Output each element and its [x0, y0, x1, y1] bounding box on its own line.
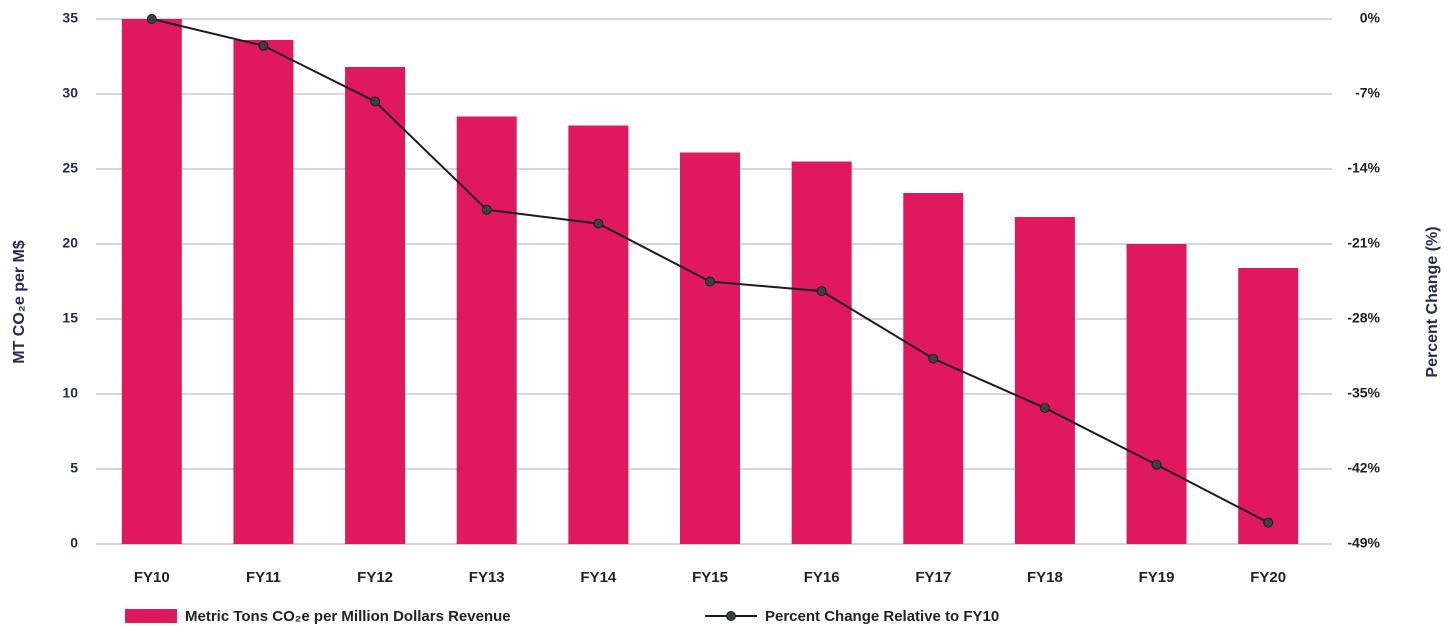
- legend-swatch-marker: [726, 611, 736, 621]
- y-tick-label: 30: [62, 85, 78, 101]
- y2-tick-label: -28%: [1347, 310, 1380, 326]
- x-tick-label: FY15: [692, 569, 728, 586]
- y-tick-label: 15: [62, 310, 78, 326]
- y2-axis-label: Percent Change (%): [1424, 226, 1441, 377]
- x-tick-label: FY10: [134, 569, 170, 586]
- bar: [791, 161, 852, 544]
- line-marker: [146, 14, 157, 24]
- y2-tick-label: -21%: [1347, 235, 1380, 251]
- line-marker: [1263, 517, 1274, 528]
- x-tick-label: FY11: [246, 569, 281, 586]
- y-tick-label: 10: [62, 385, 78, 401]
- line-marker: [705, 276, 715, 287]
- bar: [680, 152, 740, 544]
- legend-label: Metric Tons CO₂e per Million Dollars Rev…: [185, 608, 511, 625]
- x-tick-label: FY14: [580, 569, 617, 586]
- y-tick-label: 5: [70, 460, 78, 476]
- x-tick-label: FY16: [804, 569, 840, 586]
- legend-label: Percent Change Relative to FY10: [765, 608, 999, 625]
- line-marker: [593, 218, 604, 229]
- y2-tick-label: -42%: [1347, 460, 1380, 476]
- bar: [1014, 217, 1075, 544]
- bar: [121, 19, 182, 544]
- line-marker: [481, 204, 492, 215]
- y2-tick-label: -14%: [1347, 160, 1380, 176]
- line-marker: [816, 286, 827, 297]
- y2-tick-label: 0%: [1360, 10, 1381, 26]
- y2-tick-label: -49%: [1347, 535, 1380, 551]
- x-tick-label: FY17: [915, 569, 951, 586]
- y2-tick-label: -35%: [1347, 385, 1380, 401]
- bar: [1126, 244, 1187, 544]
- x-tick-label: FY18: [1027, 569, 1063, 586]
- y-axis-label: MT CO₂e per M$: [11, 240, 28, 364]
- bar: [345, 67, 406, 544]
- line-marker: [370, 96, 381, 107]
- line-marker: [1039, 402, 1050, 413]
- line-marker: [928, 353, 939, 364]
- bar: [568, 125, 629, 544]
- x-tick-label: FY19: [1139, 569, 1175, 586]
- bar: [233, 40, 294, 544]
- bar: [456, 116, 517, 544]
- y-tick-label: 0: [70, 535, 78, 551]
- legend-swatch: [125, 609, 177, 623]
- x-tick-label: FY13: [469, 569, 505, 586]
- bar: [1238, 268, 1299, 544]
- line-marker: [1151, 459, 1162, 470]
- y-tick-label: 20: [62, 235, 78, 251]
- y2-tick-label: -7%: [1355, 85, 1380, 101]
- y-tick-label: 25: [62, 160, 78, 176]
- y-tick-label: 35: [62, 10, 78, 26]
- line-marker: [258, 40, 269, 51]
- x-tick-label: FY20: [1250, 569, 1286, 586]
- x-tick-label: FY12: [357, 569, 393, 586]
